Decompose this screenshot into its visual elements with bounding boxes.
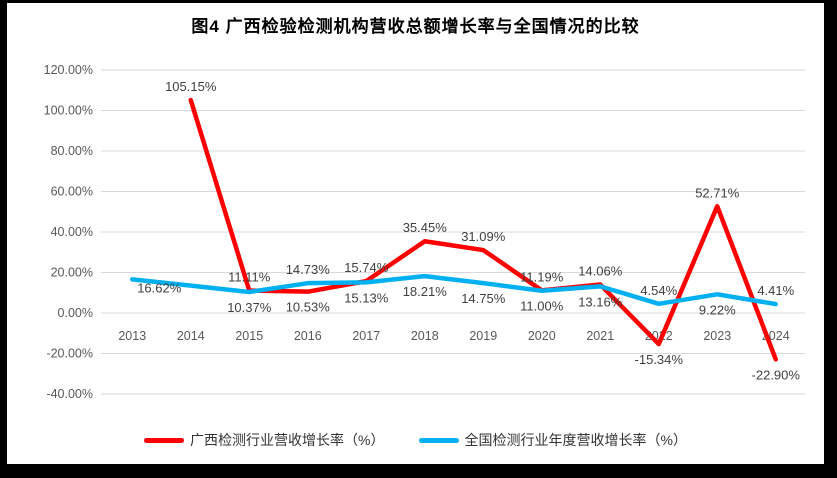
data-label: 52.71% bbox=[695, 185, 740, 200]
data-label: -15.34% bbox=[635, 352, 684, 367]
data-label: 14.06% bbox=[578, 264, 623, 279]
y-tick-label: 40.00% bbox=[51, 225, 93, 239]
data-label: 35.45% bbox=[403, 220, 448, 235]
legend-swatch-blue bbox=[418, 437, 459, 443]
data-label: 105.15% bbox=[165, 79, 217, 94]
data-label: 10.37% bbox=[227, 300, 272, 315]
y-tick-label: 60.00% bbox=[51, 185, 93, 199]
data-label: 9.22% bbox=[699, 302, 736, 317]
plot-area: 120.00% 100.00% 80.00% 60.00% 40.00% 20.00% 0.… bbox=[44, 63, 805, 401]
x-tick-label: 2015 bbox=[235, 329, 263, 343]
data-label: 31.09% bbox=[461, 229, 506, 244]
legend-label-national: 全国检测行业年度营收增长率（%） bbox=[464, 432, 687, 448]
data-label: 14.75% bbox=[461, 291, 506, 306]
x-tick-label: 2014 bbox=[177, 329, 205, 343]
data-label: 4.54% bbox=[640, 283, 677, 298]
x-tick-label: 2013 bbox=[118, 329, 146, 343]
data-label: 11.19% bbox=[520, 269, 564, 284]
x-tick-label: 2019 bbox=[469, 329, 497, 343]
data-label: -22.90% bbox=[752, 367, 801, 382]
legend-label-guangxi: 广西检测行业营收增长率（%） bbox=[190, 432, 385, 448]
y-tick-label: 80.00% bbox=[51, 144, 93, 158]
data-label: 14.73% bbox=[286, 262, 331, 277]
x-tick-label: 2018 bbox=[411, 329, 439, 343]
x-tick-label: 2021 bbox=[586, 329, 614, 343]
data-label: 11.00% bbox=[520, 299, 564, 314]
y-tick-label: 100.00% bbox=[44, 104, 93, 118]
y-tick-label: -20.00% bbox=[46, 347, 93, 361]
data-label: 15.13% bbox=[344, 290, 389, 305]
data-label: 13.16% bbox=[578, 294, 623, 309]
data-label: 4.41% bbox=[757, 283, 794, 298]
series-line-national bbox=[130, 273, 778, 307]
y-tick-label: 0.00% bbox=[58, 306, 93, 320]
legend-swatch-red bbox=[144, 437, 185, 443]
x-tick-label: 2023 bbox=[703, 329, 731, 343]
y-tick-label: 20.00% bbox=[51, 266, 93, 280]
data-label: 16.62% bbox=[137, 280, 182, 295]
x-tick-label: 2017 bbox=[352, 329, 380, 343]
x-tick-label: 2020 bbox=[528, 329, 556, 343]
data-label: 11.11% bbox=[228, 270, 271, 285]
legend: 广西检测行业营收增长率（%） 全国检测行业年度营收增长率（%） bbox=[7, 430, 824, 450]
data-label: 10.53% bbox=[286, 300, 331, 315]
chart-canvas: 图4 广西检验检测机构营收总额增长率与全国情况的比较 120.00% 100.00… bbox=[7, 3, 824, 464]
x-tick-label: 2016 bbox=[294, 329, 322, 343]
legend-item-national: 全国检测行业年度营收增长率（%） bbox=[418, 430, 687, 450]
series-line-guangxi bbox=[188, 97, 778, 362]
data-label: 15.74% bbox=[344, 260, 389, 275]
chart-title: 图4 广西检验检测机构营收总额增长率与全国情况的比较 bbox=[191, 17, 640, 36]
legend-item-guangxi: 广西检测行业营收增长率（%） bbox=[144, 430, 385, 450]
y-tick-label: 120.00% bbox=[44, 63, 93, 77]
data-label: 18.21% bbox=[403, 284, 448, 299]
y-tick-label: -40.00% bbox=[46, 387, 93, 401]
